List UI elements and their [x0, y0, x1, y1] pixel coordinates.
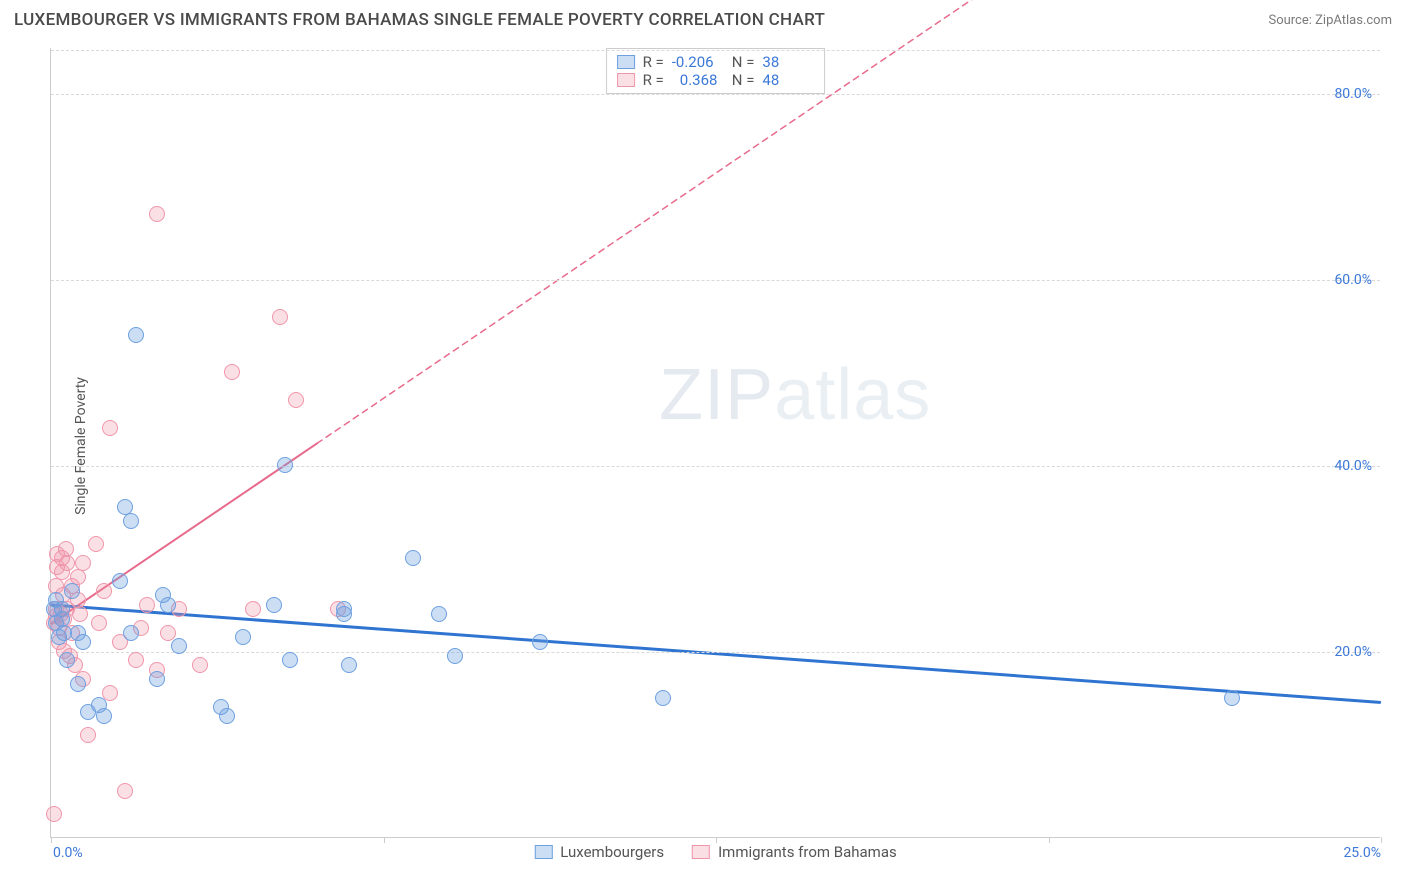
legend-item-blue: Luxembourgers [534, 843, 664, 861]
legend-label-blue: Luxembourgers [560, 843, 664, 861]
y-tick-label: 40.0% [1334, 458, 1372, 474]
stats-legend-box: R = -0.206 N = 38 R = 0.368 N = 48 [606, 48, 826, 94]
scatter-point-blue [431, 606, 447, 622]
scatter-point-blue [54, 601, 70, 617]
scatter-point-blue [266, 597, 282, 613]
gridline-h [51, 652, 1380, 653]
scatter-point-blue [336, 601, 352, 617]
x-tick-minor [1049, 837, 1050, 843]
y-tick-label: 80.0% [1334, 86, 1372, 102]
n-value-pink: 48 [762, 71, 814, 89]
n-label: N = [732, 71, 755, 89]
source-text: Source: ZipAtlas.com [1268, 13, 1392, 28]
scatter-point-blue [96, 708, 112, 724]
scatter-point-pink [117, 783, 133, 799]
legend-item-pink: Immigrants from Bahamas [692, 843, 897, 861]
scatter-point-pink [149, 206, 165, 222]
stats-row-pink: R = 0.368 N = 48 [617, 71, 815, 89]
swatch-blue-icon [534, 845, 552, 859]
n-value-blue: 38 [762, 53, 814, 71]
stats-row-blue: R = -0.206 N = 38 [617, 53, 815, 71]
scatter-point-blue [70, 676, 86, 692]
x-tick [1381, 837, 1382, 843]
scatter-point-pink [245, 601, 261, 617]
scatter-point-blue [149, 671, 165, 687]
scatter-point-pink [80, 727, 96, 743]
r-label: R = [643, 53, 664, 71]
scatter-point-pink [160, 625, 176, 641]
x-tick-minor [384, 837, 385, 843]
scatter-point-pink [192, 657, 208, 673]
scatter-point-blue [160, 597, 176, 613]
x-tick [51, 837, 52, 843]
scatter-point-blue [1224, 690, 1240, 706]
scatter-point-pink [128, 652, 144, 668]
y-tick-label: 60.0% [1334, 272, 1372, 288]
scatter-point-pink [88, 536, 104, 552]
chart-title: LUXEMBOURGER VS IMMIGRANTS FROM BAHAMAS … [14, 10, 825, 30]
y-tick-label: 20.0% [1334, 644, 1372, 660]
x-tick-label: 25.0% [1343, 845, 1381, 861]
n-label: N = [732, 53, 755, 71]
r-value-blue: -0.206 [672, 53, 724, 71]
swatch-blue-icon [617, 55, 635, 69]
scatter-point-pink [272, 309, 288, 325]
scatter-point-blue [235, 629, 251, 645]
scatter-point-blue [219, 708, 235, 724]
scatter-point-blue [64, 583, 80, 599]
scatter-point-blue [655, 690, 671, 706]
scatter-point-pink [102, 420, 118, 436]
scatter-point-blue [59, 652, 75, 668]
gridline-h [51, 466, 1380, 467]
scatter-point-blue [171, 638, 187, 654]
scatter-point-blue [123, 513, 139, 529]
r-label: R = [643, 71, 664, 89]
r-value-pink: 0.368 [672, 71, 724, 89]
scatter-point-pink [91, 615, 107, 631]
scatter-point-blue [112, 573, 128, 589]
x-tick [716, 837, 717, 843]
scatter-point-pink [75, 555, 91, 571]
scatter-point-pink [46, 806, 62, 822]
watermark-text: ZIPatlas [659, 354, 931, 436]
scatter-point-pink [224, 364, 240, 380]
scatter-point-blue [532, 634, 548, 650]
legend-label-pink: Immigrants from Bahamas [718, 843, 897, 861]
scatter-point-blue [75, 634, 91, 650]
swatch-pink-icon [617, 73, 635, 87]
scatter-chart: ZIPatlas R = -0.206 N = 38 R = 0.368 N =… [50, 48, 1380, 838]
swatch-pink-icon [692, 845, 710, 859]
gridline-h [51, 94, 1380, 95]
chart-header: LUXEMBOURGER VS IMMIGRANTS FROM BAHAMAS … [14, 10, 1392, 30]
scatter-point-blue [277, 457, 293, 473]
trend-lines [51, 48, 1380, 837]
scatter-point-pink [96, 583, 112, 599]
x-tick-label: 0.0% [53, 845, 83, 861]
scatter-point-blue [282, 652, 298, 668]
scatter-point-blue [341, 657, 357, 673]
scatter-point-pink [288, 392, 304, 408]
scatter-point-pink [139, 597, 155, 613]
gridline-h [51, 50, 1380, 51]
scatter-point-blue [405, 550, 421, 566]
series-legend: Luxembourgers Immigrants from Bahamas [534, 843, 896, 861]
scatter-point-blue [123, 625, 139, 641]
scatter-point-pink [72, 606, 88, 622]
scatter-point-blue [128, 327, 144, 343]
gridline-h [51, 280, 1380, 281]
scatter-point-pink [59, 555, 75, 571]
scatter-point-blue [447, 648, 463, 664]
